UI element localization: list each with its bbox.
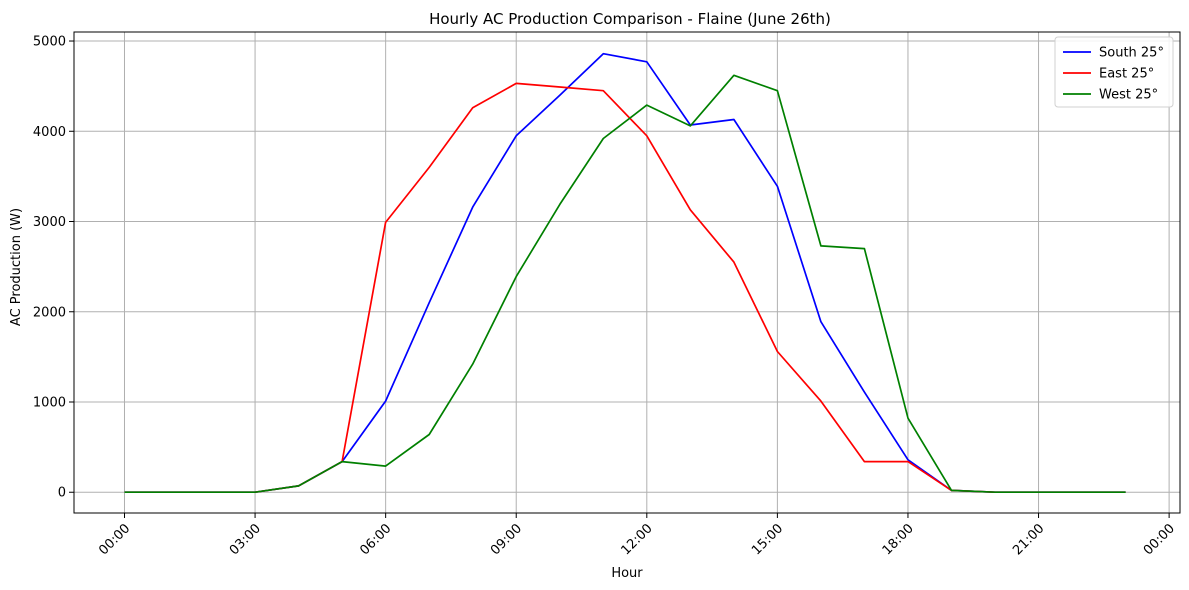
series-line-3 xyxy=(124,74,1126,494)
plot-frame xyxy=(73,31,1181,514)
y-tick-label: 4000 xyxy=(33,125,66,140)
y-axis-ticks: 0 1000 2000 3000 4000 5000 xyxy=(33,35,74,501)
series-layer xyxy=(124,52,1126,494)
y-tick-label: 1000 xyxy=(33,396,66,411)
legend-label: East 25° xyxy=(1099,67,1154,82)
y-tick-label: 0 xyxy=(58,486,66,501)
y-tick-label: 2000 xyxy=(33,305,66,320)
legend-box xyxy=(1054,36,1174,108)
y-axis-label: AC Production (W) xyxy=(9,208,24,326)
x-axis-label: Hour xyxy=(611,566,643,581)
y-tick-label: 3000 xyxy=(33,215,66,230)
legend-label: South 25° xyxy=(1099,46,1164,61)
y-tick-label: 5000 xyxy=(33,35,66,50)
legend-label: West 25° xyxy=(1099,88,1158,103)
legend: South 25° East 25° West 25° xyxy=(1054,36,1174,108)
chart-title: Hourly AC Production Comparison - Flaine… xyxy=(429,10,831,28)
